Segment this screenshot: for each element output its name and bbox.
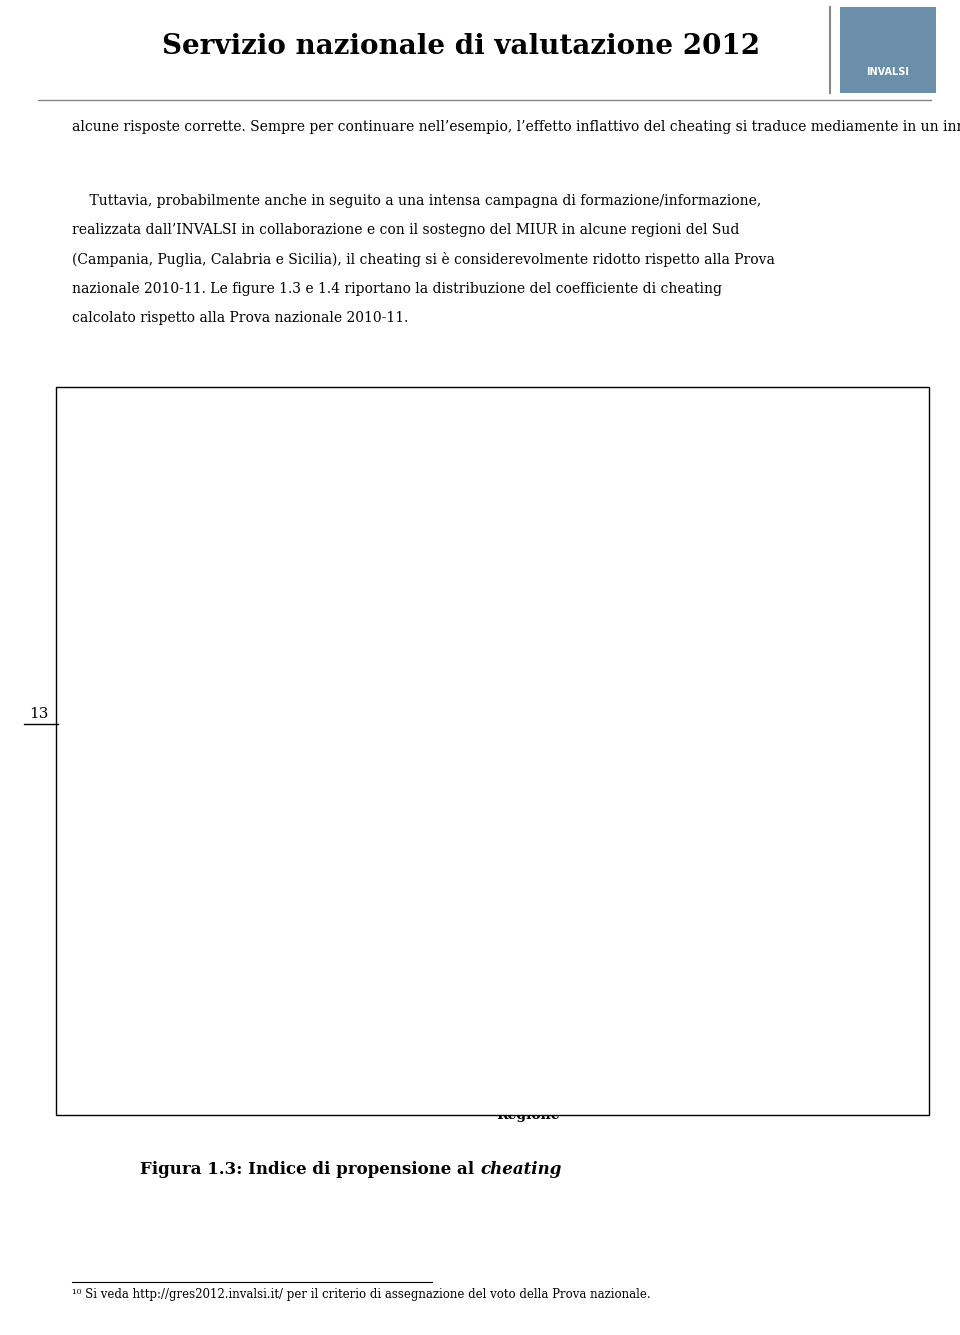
Title: Italiano 2010-11: Italiano 2010-11 <box>444 409 612 427</box>
Text: 13: 13 <box>29 708 48 721</box>
PathPatch shape <box>591 766 612 952</box>
Text: Servizio nazionale di valutazione 2012: Servizio nazionale di valutazione 2012 <box>161 33 760 60</box>
PathPatch shape <box>846 945 866 952</box>
PathPatch shape <box>410 947 429 952</box>
Text: realizzata dall’INVALSI in collaborazione e con il sostegno del MIUR in alcune r: realizzata dall’INVALSI in collaborazion… <box>72 223 739 236</box>
Text: calcolato rispetto alla Prova nazionale 2010-11.: calcolato rispetto alla Prova nazionale … <box>72 311 408 324</box>
Text: Tuttavia, probabilmente anche in seguito a una intensa campagna di formazione/in: Tuttavia, probabilmente anche in seguito… <box>72 194 761 207</box>
Text: alcune risposte corrette. Sempre per continuare nell’esempio, l’effetto inflatti: alcune risposte corrette. Sempre per con… <box>72 120 960 134</box>
PathPatch shape <box>518 918 539 951</box>
PathPatch shape <box>373 948 393 952</box>
PathPatch shape <box>882 945 901 952</box>
PathPatch shape <box>773 785 793 947</box>
PathPatch shape <box>664 936 684 952</box>
Text: Figura 1.3: Indice di propensione al: Figura 1.3: Indice di propensione al <box>140 1161 480 1179</box>
Text: cheating: cheating <box>480 1161 562 1179</box>
PathPatch shape <box>156 948 175 952</box>
PathPatch shape <box>482 947 502 952</box>
PathPatch shape <box>191 948 211 952</box>
Text: INVALSI: INVALSI <box>867 67 909 76</box>
PathPatch shape <box>628 829 647 947</box>
Text: ¹⁰ Si veda http://gres2012.invalsi.it/ per il criterio di assegnazione del voto : ¹⁰ Si veda http://gres2012.invalsi.it/ p… <box>72 1288 651 1302</box>
PathPatch shape <box>228 947 248 952</box>
PathPatch shape <box>809 947 829 952</box>
PathPatch shape <box>555 937 575 952</box>
PathPatch shape <box>700 933 720 952</box>
X-axis label: Regione: Regione <box>496 1108 561 1121</box>
Text: nazionale 2010-11. Le figure 1.3 e 1.4 riportano la distribuzione del coefficien: nazionale 2010-11. Le figure 1.3 e 1.4 r… <box>72 282 722 295</box>
Text: (Campania, Puglia, Calabria e Sicilia), il cheating si è considerevolmente ridot: (Campania, Puglia, Calabria e Sicilia), … <box>72 252 775 267</box>
PathPatch shape <box>300 948 321 952</box>
PathPatch shape <box>736 850 756 948</box>
PathPatch shape <box>337 948 357 952</box>
Y-axis label: Indice di propensione al cheating: Indice di propensione al cheating <box>89 566 104 829</box>
PathPatch shape <box>264 944 284 952</box>
PathPatch shape <box>445 948 466 952</box>
